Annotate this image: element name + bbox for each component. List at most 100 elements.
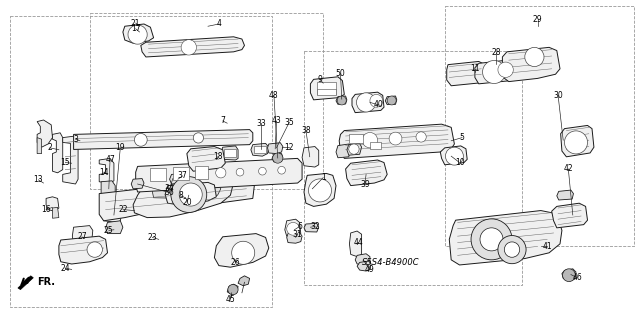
Circle shape (504, 242, 520, 257)
Bar (349, 134, 363, 143)
Polygon shape (357, 261, 371, 271)
Polygon shape (475, 60, 515, 84)
Polygon shape (221, 146, 238, 160)
Text: 38: 38 (301, 126, 311, 135)
Text: 19: 19 (115, 143, 125, 152)
Circle shape (356, 93, 376, 112)
Polygon shape (37, 120, 52, 147)
Text: 17: 17 (131, 24, 141, 33)
Circle shape (564, 131, 588, 154)
Bar (254, 146, 266, 153)
Text: 5: 5 (460, 133, 465, 142)
Polygon shape (502, 47, 560, 82)
Polygon shape (557, 190, 573, 200)
Circle shape (259, 167, 266, 175)
Polygon shape (304, 223, 319, 232)
Polygon shape (165, 182, 216, 205)
Text: 11: 11 (470, 64, 479, 73)
Circle shape (445, 147, 463, 165)
Circle shape (563, 269, 575, 282)
Circle shape (128, 25, 147, 44)
Polygon shape (170, 174, 184, 184)
Polygon shape (385, 96, 397, 105)
Polygon shape (18, 276, 33, 290)
Polygon shape (449, 211, 562, 265)
Text: 6: 6 (297, 222, 302, 231)
Circle shape (498, 62, 513, 77)
Text: 44: 44 (353, 238, 364, 247)
Circle shape (370, 94, 383, 107)
Polygon shape (347, 143, 362, 155)
Polygon shape (37, 138, 42, 154)
Text: 9: 9 (317, 75, 323, 84)
Bar (317, 89, 336, 95)
Circle shape (171, 177, 207, 212)
Polygon shape (561, 125, 594, 157)
Text: 45: 45 (225, 295, 236, 304)
Text: S5S4-B4900C: S5S4-B4900C (362, 258, 419, 267)
Text: 20: 20 (182, 198, 192, 207)
Polygon shape (46, 197, 59, 211)
Text: 39: 39 (360, 180, 370, 189)
Circle shape (228, 284, 238, 295)
Polygon shape (251, 143, 269, 156)
Text: 23: 23 (147, 233, 157, 242)
Polygon shape (52, 133, 63, 173)
Polygon shape (99, 179, 255, 221)
Polygon shape (52, 207, 59, 218)
Circle shape (180, 186, 198, 204)
Text: 33: 33 (256, 119, 266, 128)
Circle shape (287, 222, 300, 235)
Circle shape (480, 228, 503, 251)
Bar (370, 142, 381, 149)
Text: 34: 34 (164, 184, 175, 193)
Text: 30: 30 (553, 91, 563, 100)
Polygon shape (304, 173, 336, 206)
Polygon shape (349, 231, 362, 257)
Polygon shape (339, 124, 454, 158)
Polygon shape (440, 146, 467, 165)
Text: 1: 1 (321, 173, 326, 182)
Bar (195, 166, 208, 179)
Circle shape (387, 96, 396, 105)
Polygon shape (346, 160, 387, 186)
Text: 15: 15 (60, 158, 70, 167)
Text: 32: 32 (310, 222, 320, 231)
Text: 35: 35 (284, 118, 294, 127)
Polygon shape (187, 147, 225, 171)
Circle shape (216, 168, 226, 178)
Text: 4: 4 (216, 20, 221, 28)
Polygon shape (285, 219, 301, 237)
Text: 47: 47 (105, 155, 115, 164)
Text: 29: 29 (532, 15, 543, 24)
Circle shape (362, 132, 378, 148)
Circle shape (308, 179, 332, 202)
Polygon shape (136, 158, 302, 192)
Text: 18: 18 (213, 152, 222, 161)
Text: 26: 26 (230, 258, 241, 267)
Circle shape (349, 144, 359, 154)
Text: 28: 28 (492, 48, 500, 57)
Circle shape (416, 132, 426, 142)
Text: 36: 36 (164, 188, 175, 197)
Polygon shape (72, 226, 93, 246)
Polygon shape (59, 236, 108, 264)
Polygon shape (447, 61, 488, 86)
Text: 46: 46 (572, 273, 582, 282)
Circle shape (389, 132, 402, 145)
Polygon shape (214, 234, 269, 267)
Polygon shape (74, 130, 253, 149)
Polygon shape (287, 232, 302, 243)
Polygon shape (106, 221, 123, 234)
Polygon shape (355, 254, 370, 265)
Circle shape (179, 183, 202, 206)
Circle shape (525, 47, 544, 67)
Text: 12: 12 (285, 143, 294, 152)
Text: 10: 10 (454, 158, 465, 167)
Circle shape (87, 242, 102, 257)
Circle shape (134, 133, 147, 146)
Polygon shape (562, 269, 576, 281)
Text: 24: 24 (60, 264, 70, 273)
Text: 25: 25 (104, 226, 114, 235)
Polygon shape (123, 24, 154, 43)
